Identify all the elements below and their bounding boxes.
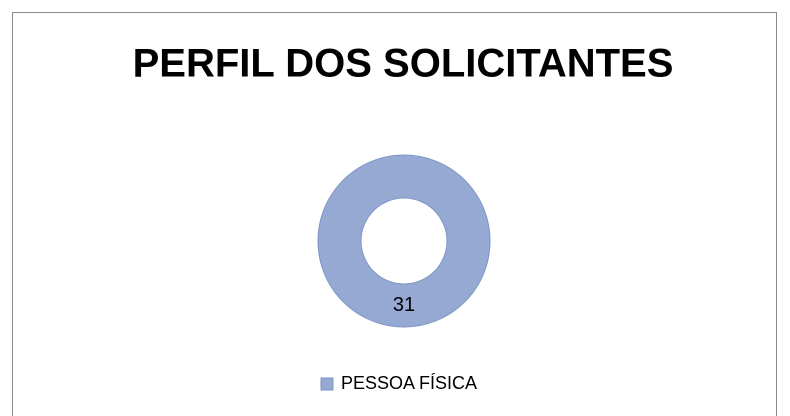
data-label: 31 <box>393 294 415 316</box>
legend-label: PESSOA FÍSICA <box>341 373 477 393</box>
chart-frame <box>12 12 777 416</box>
chart-title: PERFIL DOS SOLICITANTES <box>133 42 674 86</box>
legend-swatch <box>320 377 334 391</box>
donut-segment <box>317 154 491 328</box>
